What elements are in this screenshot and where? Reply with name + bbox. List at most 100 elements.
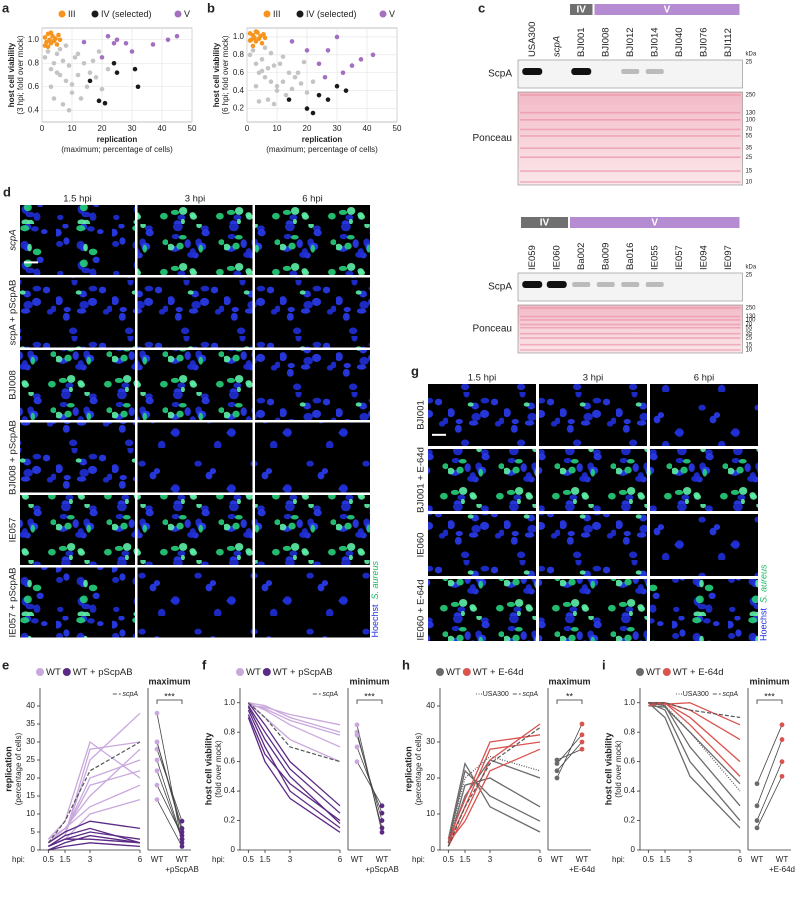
pair-point: [179, 836, 185, 842]
point: [105, 33, 111, 39]
mw-marker: 15: [746, 169, 753, 175]
pair-point: [354, 722, 360, 728]
micrograph: [650, 514, 758, 576]
legend-swatch: [91, 10, 99, 18]
point: [48, 84, 54, 90]
y-tick-label: 0.2: [624, 816, 636, 825]
y-tick-label: 40: [426, 701, 435, 710]
legend-swatch: [662, 668, 671, 676]
paired-category: WT: [551, 855, 564, 864]
pair-point: [354, 744, 360, 750]
y-axis-label: replication: [3, 746, 13, 792]
y-tick-label: 1.0: [28, 35, 40, 44]
x-tick-label: 3: [288, 855, 293, 864]
pair-point: [379, 810, 385, 816]
point: [63, 43, 69, 48]
significance-bracket: [756, 699, 783, 704]
y-tick-label: 0.4: [233, 86, 245, 95]
point: [316, 61, 322, 67]
mw-marker: 100: [746, 117, 757, 123]
y-axis-label: host cell viability: [603, 733, 613, 806]
mw-marker: 35: [746, 331, 753, 337]
point: [253, 83, 259, 89]
point: [262, 74, 268, 80]
reference-label: scpA: [322, 691, 338, 698]
pair-point: [154, 757, 160, 763]
column-header: 3 hpi: [185, 194, 206, 205]
y-tick-label: 0.2: [233, 104, 245, 113]
pair-point: [154, 782, 160, 788]
point: [132, 66, 138, 72]
series-line: [47, 827, 141, 847]
y-tick-label: 0: [631, 845, 636, 854]
legend-label: WT: [246, 667, 261, 678]
point: [298, 81, 304, 86]
x-tick-label: 0.5: [43, 855, 55, 864]
y-tick-label: 25: [26, 755, 35, 764]
paired-note: +E-64d: [769, 865, 795, 874]
x-tick-label: 30: [128, 124, 137, 133]
series-line: [447, 734, 541, 840]
reference-label: USA300: [683, 691, 709, 698]
paired-category: WT: [751, 855, 764, 864]
mw-marker: 70: [746, 322, 753, 328]
micrograph: [20, 422, 135, 493]
x-tick-label: 6: [738, 855, 743, 864]
reference-label: scpA: [122, 691, 138, 698]
point: [295, 70, 301, 76]
row-label: IE060 + E-64d: [416, 579, 427, 640]
point: [87, 70, 93, 75]
series-line: [648, 702, 741, 777]
stain-label: Hoechst: [758, 607, 768, 641]
point: [259, 40, 265, 46]
y-tick-label: 20: [426, 773, 435, 782]
paired-category: WT: [776, 855, 789, 864]
point: [289, 39, 295, 44]
mw-marker: 25: [746, 273, 753, 279]
panel-label: f: [202, 657, 207, 672]
panel-label: g: [411, 363, 419, 378]
legend-swatch: [636, 668, 644, 676]
series-line: [447, 777, 541, 847]
micrograph: [650, 384, 758, 446]
point: [259, 57, 265, 62]
y-tick-label: 0: [31, 845, 36, 854]
mw-marker: 100: [746, 318, 757, 324]
micrograph: [137, 567, 253, 638]
point: [42, 43, 48, 48]
blot-ponceau: [517, 304, 743, 354]
micrograph: [650, 579, 758, 641]
point: [57, 46, 63, 52]
legend-swatch: [262, 668, 271, 676]
point: [60, 58, 66, 64]
pair-line: [556, 748, 583, 761]
panel-label: e: [2, 657, 9, 672]
point: [47, 37, 52, 43]
lane-label: BJI008: [600, 27, 611, 57]
point: [358, 57, 364, 62]
legend-label: IV (selected): [101, 9, 152, 19]
pair-line: [356, 761, 383, 807]
x-tick-label: 1.5: [59, 855, 71, 864]
pair-point: [579, 721, 585, 727]
group-label: V: [651, 218, 658, 229]
series-line: [248, 703, 341, 736]
x-tick-label: 50: [393, 124, 402, 133]
mw-marker: 250: [746, 93, 757, 99]
pair-line: [156, 799, 183, 847]
pair-point: [754, 818, 760, 823]
lane-label: BJI012: [625, 27, 636, 57]
point: [252, 35, 257, 41]
micrograph: [20, 277, 135, 348]
series-line: [648, 705, 741, 785]
point: [265, 97, 271, 102]
y-axis-label: host cell viability: [203, 733, 213, 806]
pair-point: [754, 825, 760, 831]
point: [250, 43, 256, 49]
group-bar: [570, 217, 740, 228]
point: [325, 97, 331, 102]
lane-label: IE060: [551, 245, 562, 270]
point: [42, 35, 48, 40]
x-prefix: hpi:: [12, 855, 25, 864]
x-tick-label: 20: [98, 124, 107, 133]
